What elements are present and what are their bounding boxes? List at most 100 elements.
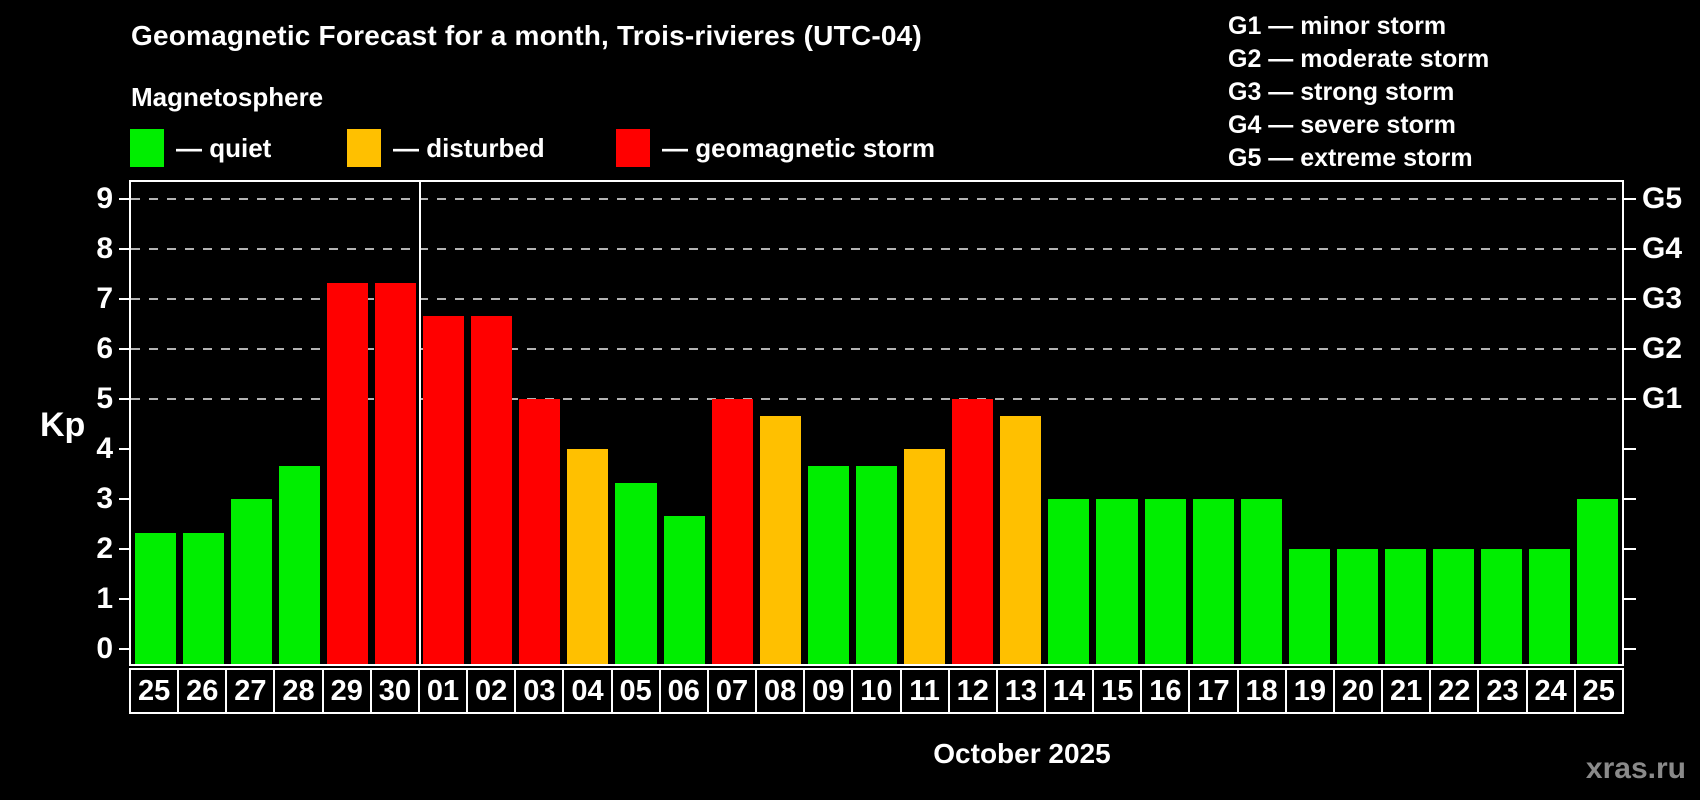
date-box-3-28: 28 xyxy=(273,668,324,714)
gridline-kp-9 xyxy=(131,198,1622,200)
date-box-30-25: 25 xyxy=(1573,668,1624,714)
date-box-6-01: 01 xyxy=(417,668,469,714)
kp-bar-20 xyxy=(1336,549,1378,664)
kp-bar-24 xyxy=(1529,549,1571,664)
date-box-8-03: 03 xyxy=(514,668,565,714)
kp-bar-29 xyxy=(326,282,368,664)
legend-item-quiet: — quiet xyxy=(130,127,271,169)
y-tick-right-8 xyxy=(1624,248,1636,250)
kp-bar-01 xyxy=(423,315,465,664)
g-level-label-g3: G3 xyxy=(1642,282,1683,315)
y-tick-right-0 xyxy=(1624,648,1636,650)
date-box-12-07: 07 xyxy=(706,668,758,714)
date-box-19-14: 14 xyxy=(1043,668,1095,714)
storm-scale-line-g4: G4 — severe storm xyxy=(1228,111,1456,139)
date-box-9-04: 04 xyxy=(562,668,613,714)
kp-bar-06 xyxy=(663,515,705,664)
date-box-13-08: 08 xyxy=(755,668,806,714)
storm-scale-line-g3: G3 — strong storm xyxy=(1228,78,1455,106)
y-tick-left-3 xyxy=(119,498,129,500)
x-axis-title: October 2025 xyxy=(933,738,1111,769)
date-box-15-10: 10 xyxy=(851,668,902,714)
kp-bar-25 xyxy=(134,532,176,664)
kp-bar-13 xyxy=(1000,415,1042,664)
g-level-label-g5: G5 xyxy=(1642,182,1683,215)
date-box-20-15: 15 xyxy=(1092,668,1143,714)
y-tick-left-4 xyxy=(119,448,129,450)
y-tick-right-9 xyxy=(1624,198,1636,200)
date-box-23-18: 18 xyxy=(1236,668,1287,714)
legend-item-disturbed: — disturbed xyxy=(347,127,545,169)
y-tick-right-1 xyxy=(1624,598,1636,600)
y-tick-left-9 xyxy=(119,198,129,200)
storm-color-swatch xyxy=(616,129,650,167)
date-box-29-24: 24 xyxy=(1525,668,1576,714)
date-box-17-12: 12 xyxy=(947,668,998,714)
kp-bar-09 xyxy=(807,465,849,664)
chart-title: Geomagnetic Forecast for a month, Trois-… xyxy=(131,20,922,51)
kp-bar-28 xyxy=(278,465,320,664)
y-tick-left-7 xyxy=(119,298,129,300)
kp-bar-27 xyxy=(230,499,272,664)
legend-label-disturbed: — disturbed xyxy=(393,132,545,163)
date-box-10-05: 05 xyxy=(610,668,661,714)
y-tick-label-0: 0 xyxy=(96,632,113,665)
y-tick-label-7: 7 xyxy=(96,282,113,315)
y-tick-left-0 xyxy=(119,648,129,650)
g-level-label-g4: G4 xyxy=(1642,232,1683,265)
date-box-26-21: 21 xyxy=(1381,668,1432,714)
kp-bar-16 xyxy=(1144,499,1186,664)
y-tick-left-6 xyxy=(119,348,129,350)
x-axis-date-labels: 25 26 27 28 29 30 01 02 03 04 05 06 07 08 09 10 11 12 13 14… xyxy=(129,668,1624,714)
y-tick-left-2 xyxy=(119,548,129,550)
disturbed-color-swatch xyxy=(347,129,381,167)
storm-scale-legend: G1 — minor storm G2 — moderate storm G3 — … xyxy=(1228,10,1489,175)
g-level-label-g2: G2 xyxy=(1642,332,1683,365)
kp-bar-03 xyxy=(519,399,561,664)
g-level-label-g1: G1 xyxy=(1642,382,1683,415)
y-tick-right-6 xyxy=(1624,348,1636,350)
y-axis-title: Kp xyxy=(40,406,86,444)
kp-bar-04 xyxy=(567,449,609,664)
date-box-5-30: 30 xyxy=(369,668,420,714)
y-tick-label-1: 1 xyxy=(96,582,113,615)
storm-scale-line-g1: G1 — minor storm xyxy=(1228,12,1447,40)
y-tick-right-7 xyxy=(1624,298,1636,300)
y-tick-right-3 xyxy=(1624,498,1636,500)
y-tick-right-2 xyxy=(1624,548,1636,550)
kp-bar-08 xyxy=(759,415,801,664)
month-separator-line xyxy=(418,182,421,664)
kp-bar-10 xyxy=(855,465,898,664)
legend-label-storm: — geomagnetic storm xyxy=(662,132,936,163)
kp-bar-25 xyxy=(1577,499,1619,664)
y-tick-label-5: 5 xyxy=(96,382,113,415)
date-box-11-06: 06 xyxy=(658,668,709,714)
y-tick-left-5 xyxy=(119,398,129,400)
storm-scale-line-g2: G2 — moderate storm xyxy=(1228,45,1490,73)
date-box-28-23: 23 xyxy=(1477,668,1528,714)
date-box-24-19: 19 xyxy=(1284,668,1335,714)
y-tick-left-8 xyxy=(119,248,129,250)
gridline-kp-8 xyxy=(131,248,1622,250)
gridline-kp-7 xyxy=(131,298,1622,300)
date-box-4-29: 29 xyxy=(321,668,372,714)
kp-bar-17 xyxy=(1192,499,1234,664)
kp-bar-02 xyxy=(471,315,513,664)
date-box-27-22: 22 xyxy=(1429,668,1480,714)
y-tick-label-6: 6 xyxy=(96,332,113,365)
kp-bar-15 xyxy=(1096,499,1138,664)
date-box-25-20: 20 xyxy=(1332,668,1384,714)
gridline-kp-6 xyxy=(131,348,1622,350)
legend-item-storm: — geomagnetic storm xyxy=(616,127,935,169)
kp-bar-07 xyxy=(711,399,753,664)
y-tick-right-5 xyxy=(1624,398,1636,400)
date-box-21-16: 16 xyxy=(1140,668,1191,714)
date-box-0-25: 25 xyxy=(129,668,180,714)
date-box-2-27: 27 xyxy=(225,668,276,714)
date-box-18-13: 13 xyxy=(995,668,1046,714)
y-tick-right-4 xyxy=(1624,448,1636,450)
kp-bar-30 xyxy=(374,282,417,664)
legend-label-quiet: — quiet xyxy=(176,132,272,163)
kp-bar-23 xyxy=(1481,549,1523,664)
